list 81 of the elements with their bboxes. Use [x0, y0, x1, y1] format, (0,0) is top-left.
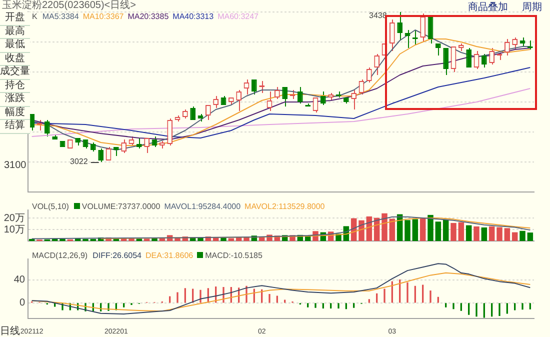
bar	[228, 238, 234, 241]
bar	[382, 213, 388, 241]
bar	[474, 226, 480, 241]
candlestick	[44, 120, 50, 137]
candlestick	[389, 19, 395, 52]
text: DIFF:26.6054	[92, 251, 142, 260]
candlestick	[205, 104, 211, 120]
legend-label: VOLUME:73737.0000	[80, 202, 160, 211]
text: 结算	[0, 120, 30, 134]
bar	[504, 228, 510, 241]
bar	[488, 226, 495, 241]
candlestick	[282, 86, 288, 107]
text: MAVOL1:95284.4000	[164, 202, 241, 211]
candlestick	[504, 38, 510, 56]
bar	[496, 227, 502, 241]
text: MA10:3367	[82, 12, 124, 21]
y-tick-label: 0	[19, 298, 26, 309]
candlestick	[297, 86, 303, 104]
legend-label: MACD:-10.5185	[204, 251, 262, 260]
legend-title: VOL(5,10)	[32, 202, 69, 211]
bar	[450, 222, 456, 241]
bar	[412, 219, 418, 241]
bar	[404, 220, 410, 241]
annotation: 商品叠加	[468, 2, 508, 13]
text: 收盘	[0, 52, 30, 66]
candlestick	[136, 138, 142, 149]
legend-title: K	[32, 12, 38, 21]
candlestick	[167, 118, 173, 146]
annotation: 周期	[522, 2, 542, 13]
bar	[442, 219, 449, 241]
text: MA5:3384	[42, 12, 79, 21]
text: MA40:3313	[172, 12, 214, 21]
text: MAVOL2:113529.8000	[244, 202, 325, 211]
text: 日线	[0, 326, 20, 337]
bar	[466, 225, 472, 241]
bar	[428, 214, 434, 241]
candlestick	[29, 114, 35, 131]
text: 最低	[0, 39, 30, 52]
candlestick	[466, 48, 472, 68]
candlestick	[374, 54, 380, 76]
text: MA60:3247	[218, 12, 258, 21]
text: 最高	[0, 26, 30, 39]
text: 涨跌	[0, 93, 30, 106]
legend-title: MACD(12,26,9)	[32, 251, 88, 260]
candlestick	[251, 79, 257, 95]
candlestick	[435, 43, 441, 56]
bar	[198, 238, 204, 241]
candlestick	[190, 106, 196, 120]
candlestick	[404, 30, 410, 48]
text: 3100	[4, 160, 26, 171]
candlestick	[121, 139, 127, 154]
candlestick	[259, 80, 265, 94]
candlestick	[36, 120, 42, 131]
text: 幅度	[0, 106, 30, 120]
bar	[389, 218, 396, 241]
text: DEA:31.8606	[146, 251, 194, 260]
bar	[512, 232, 518, 241]
candlestick	[236, 90, 242, 112]
candlestick	[481, 54, 487, 68]
bar	[520, 230, 526, 241]
bar	[527, 232, 534, 241]
y-tick-label: 20万	[4, 212, 25, 224]
y-tick-label: 40	[14, 274, 26, 286]
candlestick	[443, 48, 449, 76]
candlestick	[489, 48, 495, 65]
candlestick	[144, 138, 150, 154]
y-tick-label: 10万	[4, 224, 25, 236]
text: 持仓	[0, 80, 30, 93]
candlestick	[412, 30, 418, 46]
text: 开盘	[0, 12, 30, 26]
bar	[435, 222, 442, 241]
candlestick	[351, 90, 357, 110]
annotation: 成交量	[0, 66, 30, 80]
candlestick	[366, 67, 372, 83]
bar	[481, 227, 488, 241]
text: MA20:3385	[128, 12, 169, 21]
candlestick	[397, 12, 403, 41]
candlestick	[420, 13, 426, 42]
annotation: 3022	[70, 157, 88, 166]
bar	[458, 222, 464, 241]
bar	[420, 218, 426, 241]
